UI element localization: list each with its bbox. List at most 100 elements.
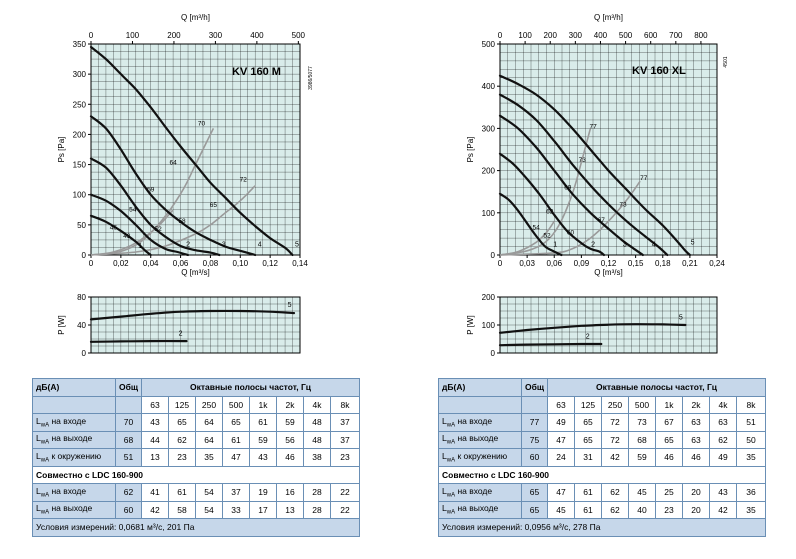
row-value: 28 bbox=[303, 483, 331, 502]
fan-curve-4 bbox=[498, 93, 669, 257]
row-value: 35 bbox=[195, 448, 223, 467]
chart-title: KV 160 M bbox=[232, 66, 281, 78]
row-value: 48 bbox=[303, 430, 331, 449]
row-value: 22 bbox=[329, 483, 361, 502]
table-row: LwA к окружению 60 24 31 42 59 46 46 49 35 bbox=[438, 448, 767, 467]
band-header: 1k bbox=[249, 395, 277, 414]
row-label-text: на выходе bbox=[455, 503, 499, 514]
table-row: LwA на выходе 60 42 58 54 33 17 13 28 22 bbox=[32, 500, 361, 519]
row-total: 70 bbox=[115, 413, 142, 432]
row-value: 73 bbox=[628, 413, 656, 432]
x-tick-label: 0,21 bbox=[682, 259, 698, 268]
fan-curve-2 bbox=[498, 152, 606, 257]
row-value: 49 bbox=[547, 413, 575, 432]
sound-level-label: 46 bbox=[110, 225, 118, 232]
curve-label: 4 bbox=[652, 242, 656, 249]
y-tick-label: 40 bbox=[77, 321, 86, 330]
row-label-text: к окружению bbox=[49, 450, 102, 461]
row-label: LwA на входе bbox=[438, 413, 522, 432]
row-value: 36 bbox=[735, 483, 767, 502]
fan-curve-5 bbox=[89, 309, 296, 321]
table-row: LwA на выходе 75 47 65 72 68 65 63 62 50 bbox=[438, 430, 767, 449]
table-header-db: дБ(A) bbox=[438, 378, 522, 397]
sound-level-label: 77 bbox=[590, 123, 598, 130]
band-header: 250 bbox=[195, 395, 223, 414]
row-label: LwA на выходе bbox=[438, 430, 522, 449]
row-label: LwA на выходе bbox=[438, 500, 522, 519]
sound-level-label: 52 bbox=[543, 232, 551, 239]
sound-level-label: 52 bbox=[155, 226, 163, 233]
table-footer: Условия измерений: 0,0956 м³/с, 278 Па bbox=[437, 518, 767, 537]
chart-kv160m-power: 0 40 80 P [W] 5 2 bbox=[57, 293, 301, 358]
row-label-l: L bbox=[36, 485, 41, 496]
row-value: 58 bbox=[168, 500, 196, 519]
table-row: LwA к окружению 51 13 23 35 47 43 46 38 23 bbox=[32, 448, 361, 467]
fan-curve-2 bbox=[498, 342, 603, 347]
table-row: LwA на входе 62 41 61 54 37 19 16 28 22 bbox=[32, 483, 361, 502]
band-header: 2k bbox=[682, 395, 710, 414]
x2-tick-label: 700 bbox=[669, 31, 683, 40]
row-value: 42 bbox=[141, 500, 169, 519]
row-value: 65 bbox=[574, 413, 602, 432]
row-value: 56 bbox=[276, 430, 304, 449]
x2-tick-label: 100 bbox=[126, 31, 140, 40]
row-value: 23 bbox=[168, 448, 196, 467]
chart-kv160xl-pressure: 0 100 200 300 400 500 Ps [Pa] 0 0,03 0,06 0,09 0,12… bbox=[466, 13, 729, 277]
table-section-title: Совместно с LDC 160-900 bbox=[31, 465, 361, 484]
curve-label: 1 bbox=[138, 243, 142, 250]
sound-level-label: 60 bbox=[567, 230, 575, 237]
band-header: 8k bbox=[735, 395, 767, 414]
row-value: 45 bbox=[628, 483, 656, 502]
fan-curve-4 bbox=[89, 115, 257, 257]
row-total: 75 bbox=[521, 430, 548, 449]
row-value: 43 bbox=[709, 483, 737, 502]
row-value: 61 bbox=[222, 430, 250, 449]
sound-level-label: 43 bbox=[123, 233, 131, 240]
row-value: 17 bbox=[249, 500, 277, 519]
x2-tick-label: 0 bbox=[89, 31, 94, 40]
row-label-l: L bbox=[442, 433, 447, 444]
band-header: 1k bbox=[655, 395, 683, 414]
curve-label: 1 bbox=[553, 242, 557, 249]
x2-tick-label: 100 bbox=[518, 31, 532, 40]
x-tick-label: 0,15 bbox=[628, 259, 644, 268]
x-tick-label: 0,08 bbox=[203, 259, 219, 268]
chart-code: 4501 bbox=[723, 56, 729, 67]
y-tick-label: 200 bbox=[482, 293, 496, 302]
sound-level-label: 64 bbox=[169, 160, 177, 167]
x-axis-label: Q [m³/s] bbox=[594, 268, 622, 277]
x2-tick-label: 200 bbox=[544, 31, 558, 40]
curve-label: 5 bbox=[679, 314, 683, 321]
band-header: 500 bbox=[628, 395, 656, 414]
row-value: 65 bbox=[655, 430, 683, 449]
x-tick-label: 0,14 bbox=[292, 259, 308, 268]
table-row: LwA на выходе 68 44 62 64 61 59 56 48 37 bbox=[32, 430, 361, 449]
y-tick-label: 150 bbox=[73, 161, 87, 170]
table-row: LwA на выходе 65 45 61 62 40 23 20 42 35 bbox=[438, 500, 767, 519]
row-label-sub: wA bbox=[40, 422, 50, 429]
table-header-total: Общ bbox=[115, 378, 142, 397]
sound-level-label: 59 bbox=[147, 187, 155, 194]
x2-tick-label: 400 bbox=[594, 31, 608, 40]
row-value: 65 bbox=[222, 413, 250, 432]
row-label-text: на выходе bbox=[455, 433, 499, 444]
row-value: 42 bbox=[601, 448, 629, 467]
row-value: 40 bbox=[628, 500, 656, 519]
y-axis-label: Ps [Pa] bbox=[466, 137, 475, 163]
table-header-total: Общ bbox=[521, 378, 548, 397]
row-total: 60 bbox=[115, 500, 142, 519]
sound-curve-middle bbox=[90, 128, 215, 256]
curve-label: 4 bbox=[258, 242, 262, 249]
row-value: 35 bbox=[735, 500, 767, 519]
table-blank-cell bbox=[32, 395, 116, 414]
table-footer: Условия измерений: 0,0681 м³/с, 201 Па bbox=[31, 518, 361, 537]
fan-curve-5 bbox=[498, 323, 687, 334]
row-value: 63 bbox=[709, 413, 737, 432]
row-value: 51 bbox=[735, 413, 767, 432]
x-tick-label: 0,06 bbox=[546, 259, 562, 268]
x2-tick-label: 500 bbox=[292, 31, 306, 40]
x-tick-label: 0,02 bbox=[113, 259, 129, 268]
row-value: 24 bbox=[547, 448, 575, 467]
row-label-l: L bbox=[442, 415, 447, 426]
y-tick-label: 300 bbox=[482, 124, 496, 133]
